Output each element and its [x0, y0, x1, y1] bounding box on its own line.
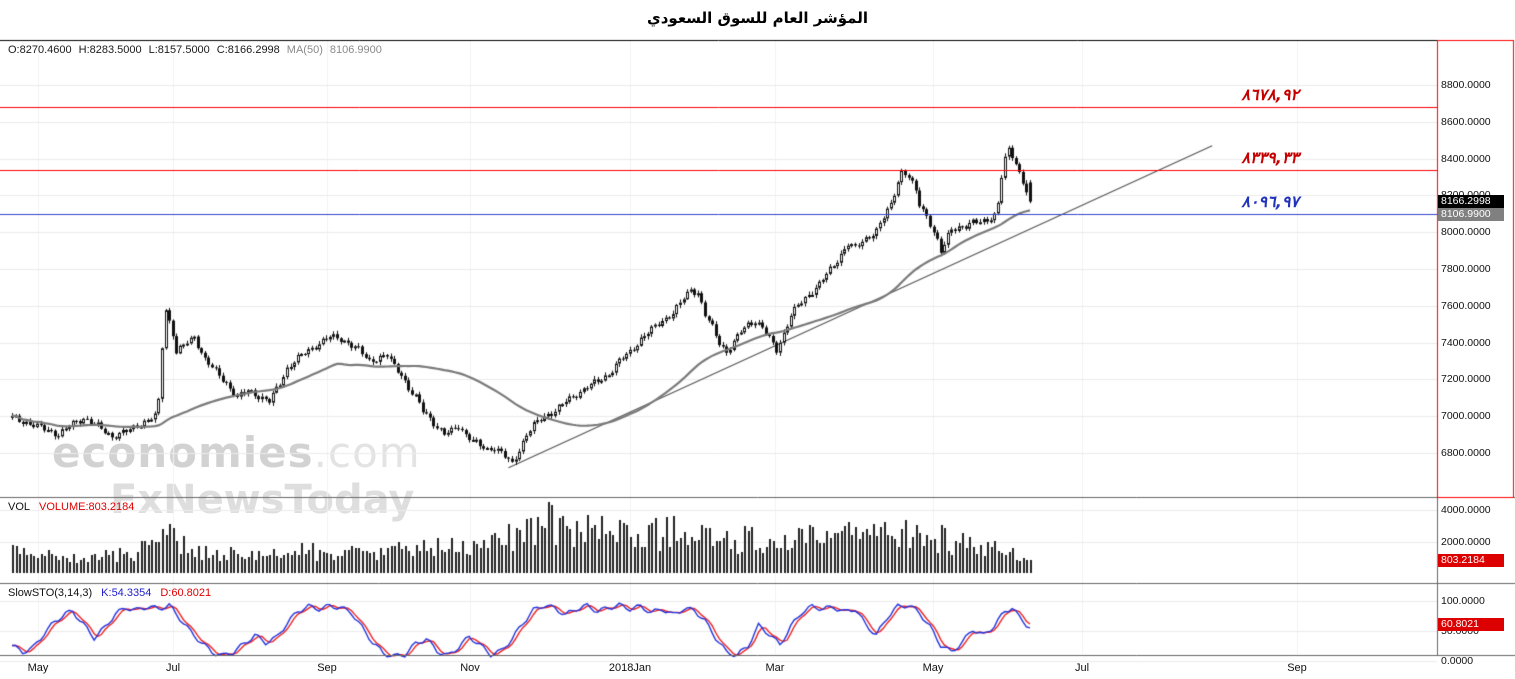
open-value: O:8270.4600	[8, 44, 72, 56]
stochastic-panel-header: SlowSTO(3,14,3) K:54.3354 D:60.8021	[8, 587, 220, 599]
stochastic-k-value: K:54.3354	[101, 587, 152, 599]
ma-value: 8106.9900	[329, 44, 382, 56]
volume-value-label: VOLUME:803.2184	[39, 501, 135, 513]
chart-title: المؤشر العام للسوق السعودي	[646, 9, 869, 27]
ohlc-info-bar: O:8270.4600 H:8283.5000 L:8157.5000 C:8166.…	[8, 44, 389, 56]
high-value: H:8283.5000	[78, 44, 142, 56]
close-value: C:8166.2998	[216, 44, 280, 56]
stochastic-label: SlowSTO(3,14,3)	[8, 587, 93, 599]
volume-panel-header: VOL VOLUME:803.2184	[8, 501, 143, 513]
stochastic-d-value: D:60.8021	[160, 587, 212, 599]
ma-label: MA(50)	[286, 44, 323, 56]
low-value: L:8157.5000	[148, 44, 210, 56]
volume-label: VOL	[8, 501, 31, 513]
